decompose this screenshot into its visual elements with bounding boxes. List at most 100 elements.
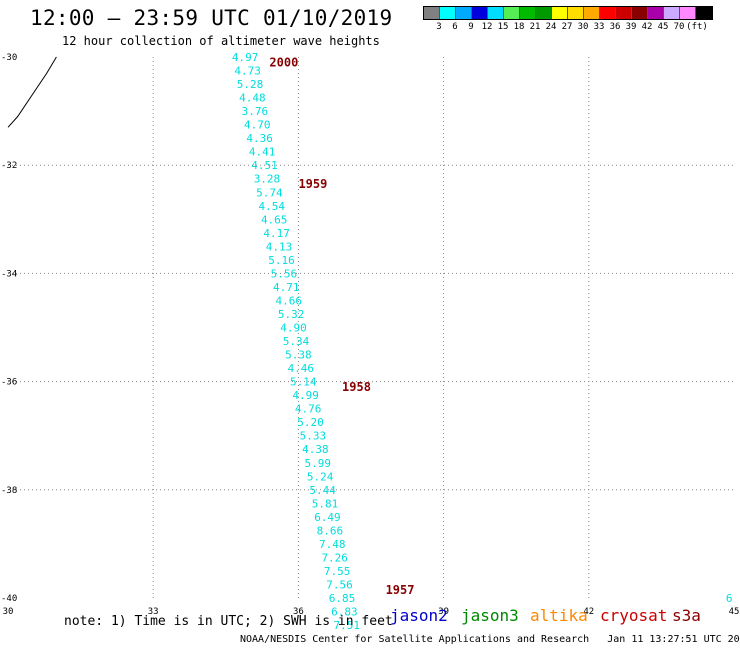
- wave-height-label: 6.85: [329, 592, 356, 605]
- pass-time-label: 1958: [342, 380, 371, 394]
- satellite-cryosat: cryosat: [600, 606, 668, 625]
- wave-height-label: 4.13: [266, 240, 293, 253]
- wave-height-label: 7.51: [334, 619, 361, 632]
- wave-height-label: 4.48: [239, 92, 266, 105]
- wave-height-label: 4.97: [232, 51, 259, 64]
- pass-time-label: 1959: [298, 177, 327, 191]
- wave-height-label: 5.38: [285, 349, 312, 362]
- footer-credit: NOAA/NESDIS Center for Satellite Applica…: [240, 634, 740, 645]
- wave-height-label: 6.49: [314, 511, 341, 524]
- satellite-jason2: jason2: [390, 606, 448, 625]
- wave-height-label: 3.76: [242, 105, 269, 118]
- wave-height-label: 5.99: [305, 457, 332, 470]
- wave-height-label: 4.99: [292, 389, 319, 402]
- legend-swatch: [696, 7, 712, 19]
- map-subtitle: 12 hour collection of altimeter wave hei…: [62, 34, 380, 48]
- legend-swatch: [440, 7, 456, 19]
- wave-height-label: 7.55: [324, 565, 351, 578]
- legend-swatch-bar: [423, 6, 713, 20]
- legend-swatch: [504, 7, 520, 19]
- map-title: 12:00 – 23:59 UTC 01/10/2019: [30, 6, 393, 30]
- legend-label: 30: [577, 22, 589, 32]
- satellite-jason3: jason3: [461, 606, 519, 625]
- legend-label: 45: [657, 22, 669, 32]
- axis-tick-labels: 30 33 36 39 42 45 -30 -32 -34 -36 -38 -40: [1, 53, 739, 617]
- color-legend: 3 6 9 12 15 18 21 24 27 30 33 36 39 42 45 70 (ft): [423, 6, 713, 32]
- coastline-path: [7, 56, 57, 128]
- wave-height-label: 5.28: [237, 78, 264, 91]
- legend-swatch: [680, 7, 696, 19]
- wave-height-label: 4.41: [249, 146, 276, 159]
- legend-label: 70: [673, 22, 685, 32]
- footer-note: note: 1) Time is in UTC; 2) SWH is in fe…: [64, 614, 393, 629]
- legend-swatch: [552, 7, 568, 19]
- pass-time-labels: 2000 1959 1958 1957: [269, 55, 414, 596]
- wave-height-label: 4.38: [302, 443, 329, 456]
- wave-height-label: 4.65: [261, 213, 288, 226]
- lat-tick-label: -30: [1, 53, 17, 63]
- pass-time-label: 1957: [386, 583, 415, 597]
- satellite-altika: altika: [530, 606, 588, 625]
- wave-height-label: 5.24: [307, 470, 334, 483]
- legend-labels: 3 6 9 12 15 18 21 24 27 30 33 36 39 42 45 70 (ft): [423, 22, 740, 34]
- wave-height-label: 6: [726, 592, 733, 605]
- legend-label: 39: [625, 22, 637, 32]
- legend-label: 3: [436, 22, 442, 32]
- legend-label: 33: [593, 22, 605, 32]
- legend-swatch: [648, 7, 664, 19]
- lon-tick-label: 39: [438, 607, 449, 617]
- coastline: [7, 56, 57, 128]
- wave-height-label: 4.71: [273, 281, 300, 294]
- lon-tick-label: 36: [293, 607, 304, 617]
- lat-tick-label: -34: [1, 269, 17, 279]
- legend-swatch: [616, 7, 632, 19]
- wave-height-label: 4.36: [246, 132, 273, 145]
- wave-height-label: 5.81: [312, 497, 339, 510]
- legend-label: 21: [529, 22, 541, 32]
- lon-tick-label: 30: [3, 607, 14, 617]
- lat-tick-label: -32: [1, 161, 17, 171]
- wave-height-label: 5.20: [297, 416, 324, 429]
- lat-tick-label: -38: [1, 486, 17, 496]
- legend-label: 6: [452, 22, 458, 32]
- lat-tick-label: -40: [1, 594, 17, 604]
- wave-height-label: 8.66: [317, 524, 344, 537]
- wave-height-label: 5.16: [268, 254, 295, 267]
- legend-label: 9: [468, 22, 474, 32]
- lat-tick-label: -36: [1, 378, 17, 388]
- legend-swatch: [472, 7, 488, 19]
- legend-swatch: [568, 7, 584, 19]
- wave-height-label: 5.74: [256, 186, 283, 199]
- wave-height-label: 4.76: [295, 403, 322, 416]
- wave-height-label: 7.48: [319, 538, 346, 551]
- lat-lon-grid: [8, 57, 734, 598]
- legend-swatch: [488, 7, 504, 19]
- legend-swatch: [520, 7, 536, 19]
- legend-label: 42: [641, 22, 653, 32]
- legend-swatch: [456, 7, 472, 19]
- legend-swatch: [536, 7, 552, 19]
- lon-tick-label: 45: [729, 607, 740, 617]
- wave-height-label: 5.33: [300, 430, 327, 443]
- wave-height-label: 7.26: [321, 551, 348, 564]
- legend-swatch: [664, 7, 680, 19]
- legend-unit: (ft): [686, 22, 708, 32]
- satellite-s3a: s3a: [672, 606, 701, 625]
- legend-label: 15: [497, 22, 509, 32]
- wave-height-label: 4.73: [234, 65, 261, 78]
- legend-swatch: [584, 7, 600, 19]
- pass-time-label: 2000: [269, 55, 298, 69]
- wave-height-label: 4.70: [244, 119, 271, 132]
- wave-height-label: 4.66: [275, 294, 302, 307]
- wave-height-label: 5.32: [278, 308, 305, 321]
- wave-height-label: 4.17: [263, 227, 290, 240]
- wave-height-label: 4.54: [259, 200, 286, 213]
- wave-height-label: 4.90: [280, 322, 307, 335]
- legend-label: 24: [545, 22, 557, 32]
- legend-label: 36: [609, 22, 621, 32]
- wave-height-label: 3.28: [254, 173, 281, 186]
- wave-height-label: 5.56: [271, 267, 298, 280]
- wave-height-label: 6.83: [331, 606, 358, 619]
- wave-height-label: 4.51: [251, 159, 278, 172]
